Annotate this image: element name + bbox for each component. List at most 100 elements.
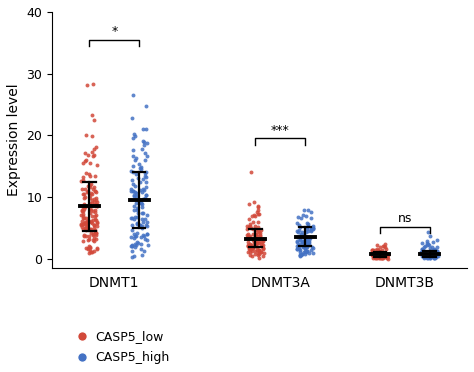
Point bbox=[307, 247, 315, 253]
Point bbox=[300, 233, 308, 239]
Point bbox=[79, 215, 86, 221]
Point bbox=[131, 253, 138, 259]
Point bbox=[259, 253, 267, 259]
Point bbox=[433, 253, 440, 259]
Point bbox=[86, 202, 94, 208]
Point bbox=[424, 253, 431, 259]
Point bbox=[82, 227, 90, 233]
Point bbox=[428, 254, 435, 260]
Point bbox=[92, 230, 100, 235]
Point bbox=[137, 200, 145, 206]
Point bbox=[136, 179, 144, 185]
Point bbox=[246, 245, 253, 251]
Point bbox=[78, 207, 85, 213]
Point bbox=[372, 250, 380, 256]
Point bbox=[419, 247, 426, 253]
Point bbox=[90, 231, 97, 237]
Point bbox=[301, 245, 309, 251]
Point bbox=[246, 224, 253, 230]
Point bbox=[255, 211, 263, 217]
Point bbox=[143, 231, 151, 237]
Point bbox=[248, 242, 256, 248]
Point bbox=[371, 251, 379, 257]
Point bbox=[135, 210, 142, 216]
Point bbox=[80, 195, 88, 201]
Point bbox=[382, 253, 390, 259]
Point bbox=[301, 233, 308, 239]
Point bbox=[143, 224, 151, 230]
Point bbox=[89, 208, 97, 214]
Point bbox=[426, 254, 434, 260]
Point bbox=[381, 244, 389, 250]
Point bbox=[301, 232, 308, 238]
Point bbox=[423, 238, 430, 244]
Point bbox=[88, 200, 96, 206]
Point bbox=[294, 228, 301, 234]
Point bbox=[368, 249, 375, 255]
Point bbox=[433, 237, 441, 243]
Point bbox=[293, 238, 301, 244]
Point bbox=[137, 234, 145, 240]
Point bbox=[376, 250, 383, 256]
Point bbox=[142, 174, 150, 180]
Point bbox=[421, 251, 429, 257]
Point bbox=[296, 241, 304, 247]
Point bbox=[138, 216, 146, 222]
Point bbox=[376, 254, 384, 260]
Point bbox=[380, 243, 387, 249]
Point bbox=[254, 250, 262, 256]
Point bbox=[260, 250, 267, 256]
Point bbox=[131, 157, 139, 163]
Point bbox=[426, 254, 433, 260]
Point bbox=[246, 223, 254, 229]
Point bbox=[79, 174, 86, 180]
Text: *: * bbox=[111, 25, 118, 38]
Point bbox=[133, 221, 141, 227]
Point bbox=[132, 200, 140, 206]
Point bbox=[298, 228, 306, 234]
Point bbox=[128, 243, 136, 248]
Point bbox=[86, 184, 94, 190]
Point bbox=[307, 227, 315, 233]
Point bbox=[421, 251, 428, 257]
Point bbox=[90, 225, 98, 231]
Point bbox=[136, 198, 143, 204]
Point bbox=[88, 149, 96, 155]
Point bbox=[418, 249, 426, 255]
Point bbox=[142, 169, 149, 175]
Point bbox=[379, 255, 386, 261]
Point bbox=[128, 115, 136, 121]
Point bbox=[246, 224, 253, 230]
Point bbox=[85, 250, 93, 256]
Point bbox=[79, 177, 87, 183]
Point bbox=[89, 134, 96, 140]
Point bbox=[91, 213, 99, 219]
Point bbox=[427, 250, 434, 256]
Point bbox=[427, 251, 435, 257]
Point bbox=[423, 251, 430, 257]
Point bbox=[376, 244, 384, 250]
Point bbox=[143, 231, 151, 237]
Point bbox=[79, 221, 86, 227]
Point bbox=[85, 188, 92, 194]
Point bbox=[78, 218, 85, 224]
Point bbox=[79, 208, 86, 214]
Point bbox=[80, 201, 88, 207]
Point bbox=[420, 254, 428, 260]
Point bbox=[128, 227, 136, 233]
Point bbox=[252, 231, 260, 237]
Point bbox=[425, 241, 433, 247]
Point bbox=[304, 223, 311, 229]
Point bbox=[138, 189, 146, 195]
Point bbox=[131, 235, 138, 241]
Point bbox=[244, 239, 252, 245]
Point bbox=[301, 240, 308, 246]
Point bbox=[253, 243, 260, 248]
Point bbox=[244, 231, 252, 237]
Point bbox=[368, 247, 375, 253]
Point bbox=[301, 237, 309, 243]
Point bbox=[80, 232, 88, 238]
Point bbox=[91, 230, 99, 236]
Point bbox=[137, 187, 144, 193]
Point bbox=[376, 251, 383, 257]
